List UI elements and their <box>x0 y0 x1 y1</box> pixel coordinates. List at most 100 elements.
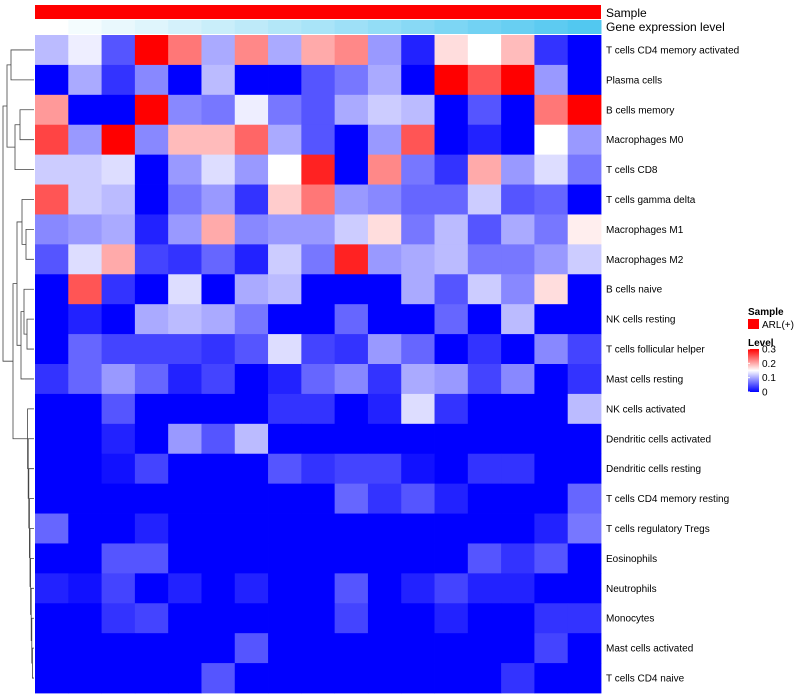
row-label: Dendritic cells activated <box>606 434 711 445</box>
heatmap-cell <box>367 184 402 215</box>
expression-track-cell <box>101 20 136 34</box>
row-label: Dendritic cells resting <box>606 464 701 475</box>
heatmap-cell <box>401 214 435 245</box>
heatmap-cell <box>434 124 469 156</box>
heatmap-cell <box>101 304 136 335</box>
row-label: Monocytes <box>606 614 654 625</box>
heatmap-cell <box>168 483 202 514</box>
heatmap-cell <box>101 124 136 156</box>
heatmap-cell <box>35 453 69 485</box>
heatmap-cell <box>268 124 302 156</box>
heatmap-cell <box>467 453 502 485</box>
heatmap-cell <box>35 633 69 664</box>
heatmap-cell <box>101 214 136 245</box>
heatmap-cell <box>567 423 602 455</box>
heatmap-cell <box>401 64 435 96</box>
heatmap-cell <box>567 573 602 604</box>
heatmap-cell <box>401 573 435 604</box>
row-label: Mast cells activated <box>606 644 693 655</box>
expression-track-cell <box>434 20 469 34</box>
heatmap-cell <box>35 423 69 455</box>
heatmap-cell <box>367 663 402 694</box>
expression-track-cell <box>234 20 269 34</box>
heatmap-cell <box>134 124 169 156</box>
heatmap-cell <box>334 513 369 544</box>
heatmap-cell <box>367 334 402 365</box>
heatmap-cell <box>201 364 236 395</box>
row-label: Eosinophils <box>606 554 657 565</box>
heatmap-cell <box>501 334 535 365</box>
heatmap-cell <box>268 663 302 694</box>
heatmap-cell <box>35 663 69 694</box>
heatmap-cell <box>334 453 369 485</box>
heatmap-cell <box>201 64 236 96</box>
heatmap-cell <box>534 274 569 305</box>
dendrogram-branch <box>25 229 34 260</box>
heatmap-cell <box>35 94 69 126</box>
row-label: T cells gamma delta <box>606 195 696 206</box>
heatmap-cell <box>534 244 569 275</box>
heatmap-cell <box>534 573 569 604</box>
heatmap-cell <box>401 184 435 215</box>
heatmap-cell <box>367 35 402 66</box>
heatmap-cell <box>168 334 202 365</box>
heatmap-cell <box>401 334 435 365</box>
heatmap-cell <box>501 124 535 156</box>
heatmap-cell <box>68 513 102 544</box>
heatmap-cell <box>101 603 136 634</box>
heatmap-cell <box>201 274 236 305</box>
heatmap-cell <box>301 64 336 96</box>
heatmap-cell <box>268 214 302 245</box>
heatmap-cell <box>268 274 302 305</box>
heatmap-cell <box>467 633 502 664</box>
heatmap-cell <box>334 94 369 126</box>
heatmap-cell <box>234 154 269 185</box>
heatmap-cell <box>201 483 236 514</box>
heatmap-cell <box>68 423 102 455</box>
heatmap-cell <box>334 64 369 96</box>
heatmap-cell <box>534 94 569 126</box>
heatmap-cell <box>567 603 602 634</box>
expression-track-cell <box>301 20 336 34</box>
heatmap-cell <box>534 214 569 245</box>
heatmap-cell <box>501 35 535 66</box>
heatmap-cell <box>467 513 502 544</box>
heatmap-cell <box>567 94 602 126</box>
legend-sample-entry: ARL(+) <box>762 320 794 331</box>
heatmap-cell <box>68 364 102 395</box>
expression-track-cell <box>201 20 236 34</box>
heatmap-cell <box>467 663 502 694</box>
heatmap-cell <box>268 184 302 215</box>
heatmap-cell <box>134 573 169 604</box>
dendrogram-branch <box>2 105 13 362</box>
heatmap-cell <box>401 35 435 66</box>
heatmap-cell <box>268 543 302 574</box>
heatmap-cell <box>101 35 136 66</box>
heatmap-cell <box>401 364 435 395</box>
heatmap-cell <box>201 543 236 574</box>
heatmap-cell <box>334 543 369 574</box>
heatmap-cell <box>201 573 236 604</box>
heatmap-cell <box>68 274 102 305</box>
heatmap-cell <box>68 214 102 245</box>
heatmap-cell <box>201 35 236 66</box>
heatmap-cell <box>134 483 169 514</box>
heatmap-cell <box>168 453 202 485</box>
heatmap-cell <box>501 244 535 275</box>
row-label: T cells CD4 memory resting <box>606 494 729 505</box>
row-label: T cells CD4 memory activated <box>606 45 739 56</box>
heatmap-cell <box>501 573 535 604</box>
heatmap-cell <box>501 393 535 425</box>
heatmap-cell <box>301 184 336 215</box>
heatmap-cell <box>367 214 402 245</box>
heatmap-cell <box>134 393 169 425</box>
dendrogram-branch <box>31 617 34 664</box>
heatmap-cell <box>68 184 102 215</box>
heatmap-cell <box>101 483 136 514</box>
heatmap-cell <box>101 663 136 694</box>
heatmap-cell <box>501 453 535 485</box>
heatmap-cell <box>35 304 69 335</box>
